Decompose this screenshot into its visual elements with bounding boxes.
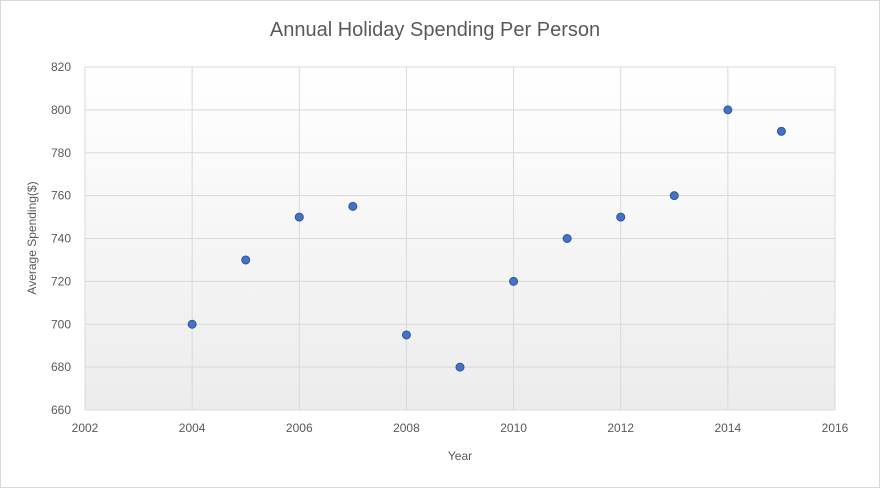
data-point — [455, 362, 465, 372]
x-tick-label: 2004 — [179, 421, 206, 435]
x-tick-label: 2002 — [72, 421, 99, 435]
data-point — [669, 191, 679, 201]
data-point — [294, 212, 304, 222]
x-tick-label: 2010 — [500, 421, 527, 435]
y-tick-label: 720 — [51, 274, 71, 288]
data-points — [187, 105, 786, 372]
y-tick-label: 700 — [51, 317, 71, 331]
y-tick-label: 760 — [51, 189, 71, 203]
y-tick-label: 800 — [51, 103, 71, 117]
x-tick-label: 2006 — [286, 421, 313, 435]
x-axis-label: Year — [448, 449, 472, 463]
x-tick-label: 2016 — [822, 421, 849, 435]
y-tick-label: 680 — [51, 360, 71, 374]
data-point — [723, 105, 733, 115]
chart-title: Annual Holiday Spending Per Person — [270, 19, 600, 41]
data-point — [562, 234, 572, 243]
y-tick-label: 780 — [51, 146, 71, 160]
data-point — [509, 276, 519, 286]
data-point — [776, 126, 786, 136]
y-tick-label: 740 — [51, 232, 71, 246]
y-axis-ticks: 660 680 700 720 740 760 780 800 820 — [51, 60, 71, 417]
x-tick-label: 2014 — [715, 421, 742, 435]
data-point — [401, 330, 411, 340]
data-point — [241, 255, 251, 265]
y-tick-label: 820 — [51, 60, 71, 74]
x-tick-label: 2012 — [607, 421, 634, 435]
data-point — [187, 319, 197, 329]
data-point — [348, 201, 358, 211]
x-tick-label: 2008 — [393, 421, 420, 435]
x-axis-ticks: 2002 2004 2006 2008 2010 2012 2014 2016 — [72, 421, 849, 435]
y-axis-label: Average Spending($) — [25, 181, 39, 294]
data-point — [616, 212, 626, 222]
y-tick-label: 660 — [51, 403, 71, 417]
